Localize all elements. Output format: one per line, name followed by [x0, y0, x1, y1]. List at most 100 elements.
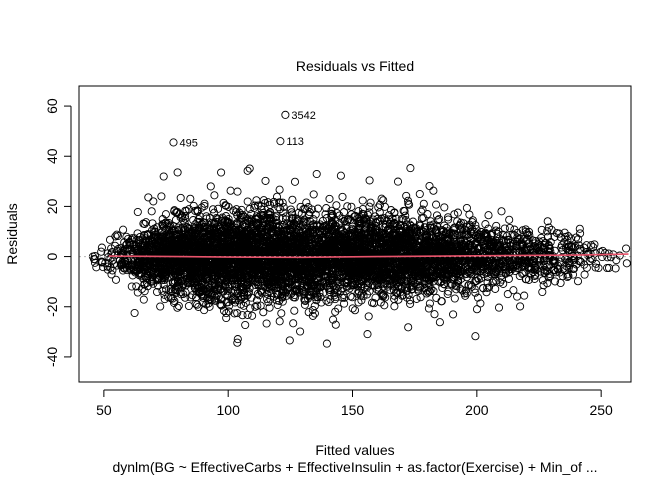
- scatter-point: [173, 303, 182, 312]
- scatter-point: [252, 296, 261, 305]
- scatter-point: [462, 203, 471, 213]
- scatter-point: [402, 191, 411, 200]
- scatter-point: [563, 270, 572, 279]
- scatter-point: [233, 338, 242, 347]
- scatter-point: [210, 191, 219, 200]
- scatter-point: [221, 212, 231, 221]
- scatter-point: [571, 242, 580, 251]
- scatter-point: [543, 227, 552, 236]
- scatter-point: [265, 303, 274, 312]
- scatter-point: [568, 270, 578, 279]
- scatter-point: [233, 187, 242, 196]
- scatter-point: [243, 166, 252, 175]
- scatter-point: [261, 176, 270, 185]
- chart-title: Residuals vs Fitted: [296, 58, 414, 74]
- scatter-point: [176, 193, 185, 202]
- scatter-point: [465, 210, 474, 219]
- scatter-point: [338, 192, 347, 201]
- scatter-point: [520, 291, 529, 300]
- scatter-point: [157, 192, 166, 201]
- scatter-point: [343, 202, 352, 211]
- scatter-point: [159, 172, 168, 181]
- scatter-point: [262, 319, 271, 328]
- scatter-point: [358, 204, 367, 214]
- scatter-point: [241, 320, 250, 330]
- scatter-point: [233, 335, 242, 344]
- scatter-point: [594, 263, 603, 273]
- scatter-point: [97, 243, 106, 252]
- scatter-point: [432, 200, 441, 209]
- scatter-point: [309, 190, 318, 199]
- scatter-point: [275, 317, 284, 326]
- scatter-point: [350, 306, 360, 315]
- scatter-point: [308, 311, 317, 320]
- scatter-point: [97, 247, 106, 256]
- scatter-point: [322, 339, 331, 348]
- scatter-point: [266, 295, 275, 304]
- scatter-point: [364, 312, 373, 321]
- scatter-point: [152, 287, 162, 297]
- scatter-point: [208, 205, 218, 214]
- scatter-point: [348, 304, 357, 313]
- scatter-point: [275, 185, 284, 194]
- scatter-point: [325, 194, 334, 203]
- scatter-point: [554, 265, 563, 274]
- scatter-point: [111, 275, 121, 284]
- scatter-point: [473, 293, 483, 302]
- scatter-point: [484, 211, 493, 220]
- scatter-point: [202, 212, 211, 221]
- scatter-point: [174, 301, 183, 310]
- scatter-point: [491, 267, 500, 276]
- scatter-point: [596, 248, 605, 257]
- scatter-point: [130, 308, 139, 318]
- scatter-point: [245, 164, 254, 173]
- scatter-point: [365, 176, 374, 185]
- scatter-point: [139, 295, 148, 304]
- scatter-point: [540, 260, 549, 269]
- scatter-point: [406, 164, 415, 173]
- scatter-point: [412, 294, 421, 303]
- scatter-point: [119, 225, 128, 234]
- scatter-point: [437, 297, 446, 306]
- scatter-point: [557, 253, 566, 262]
- scatter-point: [450, 210, 459, 219]
- scatter-point: [255, 291, 264, 300]
- scatter-point: [214, 204, 223, 213]
- scatter-point: [580, 270, 589, 279]
- scatter-point: [186, 194, 195, 203]
- scatter-point: [471, 332, 480, 341]
- scatter-point: [564, 271, 573, 281]
- scatter-point: [322, 296, 331, 305]
- scatter-point: [248, 222, 257, 231]
- scatter-point: [425, 181, 434, 191]
- scatter-point: [289, 319, 298, 328]
- scatter-point: [622, 259, 631, 268]
- scatter-point: [277, 309, 286, 318]
- scatter-point: [149, 197, 158, 206]
- scatter-point: [156, 302, 165, 311]
- scatter-point: [404, 290, 413, 300]
- scatter-point: [144, 193, 153, 202]
- scatter-point: [440, 203, 449, 212]
- scatter-point: [587, 241, 596, 250]
- scatter-point: [358, 196, 367, 205]
- scatter-point: [312, 169, 321, 179]
- scatter-point: [273, 300, 282, 310]
- scatter-point: [404, 323, 413, 332]
- scatter-point: [285, 336, 294, 345]
- scatter-point: [418, 205, 427, 214]
- scatter-point: [366, 198, 375, 207]
- scatter-point: [497, 207, 506, 216]
- scatter-point: [416, 293, 425, 302]
- scatter-point: [243, 197, 252, 206]
- scatter-point: [492, 221, 501, 230]
- scatter-point: [572, 233, 581, 242]
- scatter-point: [259, 196, 268, 205]
- scatter-point: [206, 182, 215, 191]
- scatter-point: [509, 286, 518, 295]
- scatter-point: [238, 311, 247, 320]
- scatter-point: [500, 224, 509, 233]
- scatter-point: [429, 186, 438, 195]
- scatter-point: [390, 208, 399, 218]
